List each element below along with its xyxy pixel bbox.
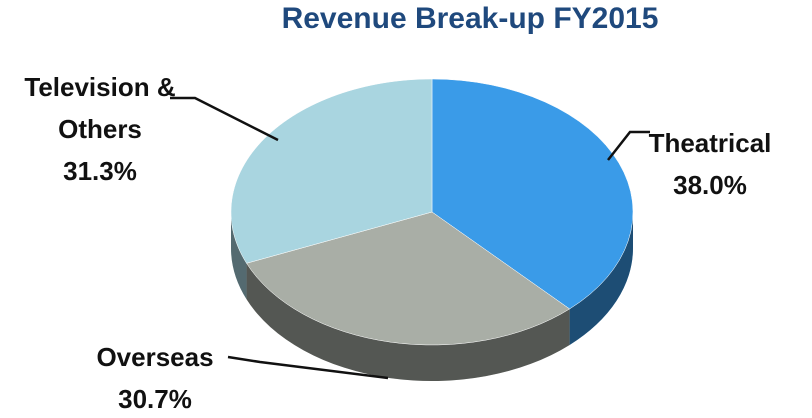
category-label: Overseas (96, 342, 214, 372)
slice (431, 78, 634, 310)
slice (246, 211, 571, 346)
leader-line (227, 355, 389, 380)
slice-side-shade (569, 212, 633, 345)
leader-line (170, 96, 279, 142)
chart-title: Revenue Break-up FY2015 (281, 2, 659, 35)
category-label: Theatrical (648, 128, 772, 158)
slice-side-shade (231, 212, 247, 300)
value-label: 31.3% (63, 156, 137, 186)
leader-line (607, 130, 650, 161)
slice (230, 78, 433, 264)
value-label: 30.7% (118, 384, 192, 414)
value-label: 38.0% (673, 170, 747, 200)
slice-side-shade (246, 263, 570, 381)
category-label: Television & Others (24, 72, 176, 144)
